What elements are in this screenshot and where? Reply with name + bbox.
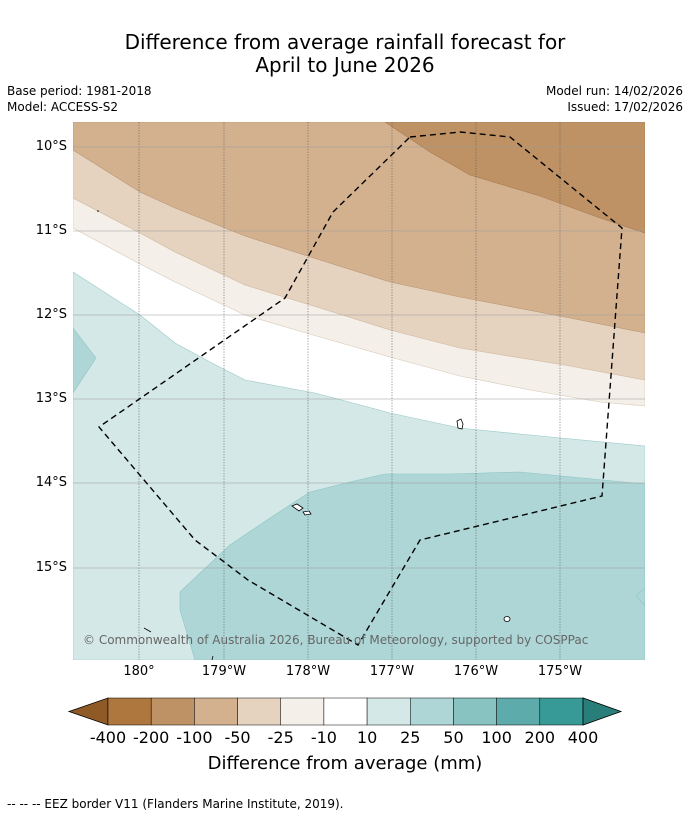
colorbar-tick-label: -25 <box>267 728 294 747</box>
colorbar-tick-label: -100 <box>176 728 213 747</box>
lon-label-176w: 176°W <box>453 664 499 679</box>
colorbar-label: Difference from average (mm) <box>207 753 483 774</box>
colorbar-extend-low <box>67 697 109 726</box>
lat-label-14s: 14°S <box>35 475 67 490</box>
region-teal-25 <box>179 471 645 660</box>
colorbar-tick-label: 200 <box>524 728 556 747</box>
colorbar-cell <box>280 697 325 726</box>
lat-label-11s: 11°S <box>35 223 67 238</box>
island-wallis <box>456 418 464 430</box>
chart-title: Difference from average rainfall forecas… <box>0 31 690 77</box>
colorbar-tick-label: -400 <box>89 728 127 747</box>
lon-label-175w: 175°W <box>537 664 583 679</box>
model-name: Model: ACCESS-S2 <box>7 100 119 114</box>
colorbar-cell <box>237 697 281 726</box>
colorbar-extend-high <box>582 697 623 726</box>
lat-label-13s: 13°S <box>35 391 67 406</box>
lat-label-10s: 10°S <box>35 139 67 154</box>
title-line-2: April to June 2026 <box>255 53 435 77</box>
colorbar-tick-label: 400 <box>567 728 599 747</box>
colorbar-tick-label: -10 <box>310 728 337 747</box>
colorbar-cell <box>107 697 152 726</box>
colorbar-cell <box>366 697 411 726</box>
island-group-west-2 <box>302 510 312 516</box>
lon-label-179w: 179°W <box>201 664 247 679</box>
base-period: Base period: 1981-2018 <box>7 84 152 98</box>
colorbar-cell <box>453 697 497 726</box>
lon-label-178w: 178°W <box>285 664 331 679</box>
parallels <box>73 146 645 569</box>
island-southwest <box>143 627 152 633</box>
colorbar-cell <box>150 697 195 726</box>
lat-label-15s: 15°S <box>35 560 67 575</box>
island-group-west <box>291 503 304 512</box>
lon-label-177w: 177°W <box>369 664 415 679</box>
island-south-tick <box>211 655 214 660</box>
meta-left: Base period: 1981-2018 Model: ACCESS-S2 <box>7 83 152 115</box>
lat-label-12s: 12°S <box>35 307 67 322</box>
region-teal-25-west <box>73 327 97 394</box>
colorbar-tick-label: 100 <box>481 728 512 747</box>
issued-date: Issued: 17/02/2026 <box>567 100 683 114</box>
island-east <box>503 616 511 622</box>
graticule <box>73 122 645 660</box>
colorbar-tick-label: -200 <box>133 728 170 747</box>
region-teal-25-east <box>635 587 645 607</box>
colorbar-cell <box>410 697 454 726</box>
meta-right: Model run: 14/02/2026 Issued: 17/02/2026 <box>546 83 683 115</box>
model-run-date: Model run: 14/02/2026 <box>545 84 683 98</box>
colorbar-cell <box>323 697 368 726</box>
colorbar-tick-label: 25 <box>400 728 421 747</box>
colorbar-tick-label: 10 <box>356 728 378 747</box>
island-northwest <box>97 210 99 212</box>
lon-label-180: 180° <box>123 664 155 679</box>
colorbar-tick-label: 50 <box>443 728 464 747</box>
copyright-notice: © Commonwealth of Australia 2026, Bureau… <box>83 633 589 647</box>
eez-border <box>97 131 623 646</box>
eez-footnote: -- -- -- EEZ border V11 (Flanders Marine… <box>7 797 344 811</box>
colorbar-cell <box>539 697 584 726</box>
title-line-1: Difference from average rainfall forecas… <box>124 30 566 54</box>
meridians <box>138 122 561 660</box>
colorbar-tick-label: -50 <box>224 728 251 747</box>
colorbar-cell <box>496 697 541 726</box>
colorbar-cell <box>194 697 238 726</box>
region-brown-200 <box>384 122 645 234</box>
